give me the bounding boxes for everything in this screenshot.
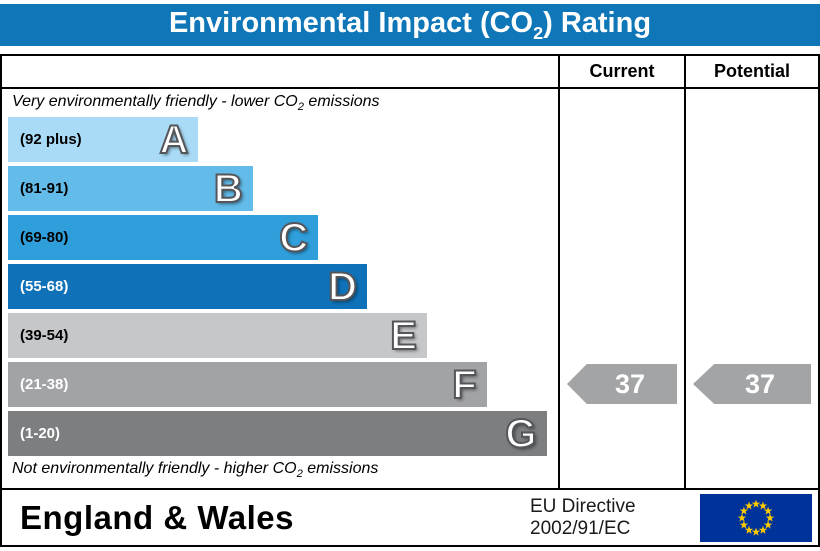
title-bar: Environmental Impact (CO2) Rating <box>0 4 820 46</box>
footer-bar: England & Wales EU Directive 2002/91/EC <box>0 490 820 547</box>
band-chart-area: Very environmentally friendly - lower CO… <box>2 89 558 488</box>
band-g-range: (1-20) <box>20 425 61 442</box>
band-g-letter: G <box>504 411 537 456</box>
band-e-range: (39-54) <box>20 327 69 344</box>
current-rating-cell: 37 <box>558 89 684 488</box>
band-g: (1-20) G <box>8 411 547 456</box>
bottom-note: Not environmentally friendly - higher CO… <box>12 460 379 481</box>
band-b-letter: B <box>213 166 244 211</box>
page-title: Environmental Impact (CO2) Rating <box>168 6 652 43</box>
band-c: (69-80) C <box>8 215 319 260</box>
band-b-range: (81-91) <box>20 180 69 197</box>
band-c-letter: C <box>278 215 309 260</box>
band-f-range: (21-38) <box>20 376 69 393</box>
band-c-range: (69-80) <box>20 229 69 246</box>
band-d: (55-68) D <box>8 264 368 309</box>
band-a-letter: A <box>159 117 190 162</box>
band-e: (39-54) E <box>8 313 427 358</box>
potential-rating-value: 37 <box>744 368 776 399</box>
rating-table: Current Potential Very environmentally f… <box>0 54 820 490</box>
band-f: (21-38) F <box>8 362 487 407</box>
region-label: England & Wales <box>20 498 294 536</box>
top-note: Very environmentally friendly - lower CO… <box>12 93 380 114</box>
band-a: (92 plus) A <box>8 117 199 162</box>
band-f-letter: F <box>451 362 477 407</box>
band-e-letter: E <box>389 313 418 358</box>
eu-flag-icon <box>700 493 812 542</box>
potential-rating-arrow: 37 <box>693 364 811 404</box>
potential-rating-cell: 37 <box>684 89 818 488</box>
current-rating-value: 37 <box>614 368 646 399</box>
band-d-letter: D <box>327 264 358 309</box>
current-column-header: Current <box>558 56 684 89</box>
eu-directive-label: EU Directive 2002/91/EC <box>530 495 636 539</box>
band-b: (81-91) B <box>8 166 253 211</box>
chart-column-header <box>2 56 558 89</box>
current-rating-arrow: 37 <box>567 364 677 404</box>
band-a-range: (92 plus) <box>20 131 82 148</box>
potential-column-header: Potential <box>684 56 818 89</box>
band-d-range: (55-68) <box>20 278 69 295</box>
